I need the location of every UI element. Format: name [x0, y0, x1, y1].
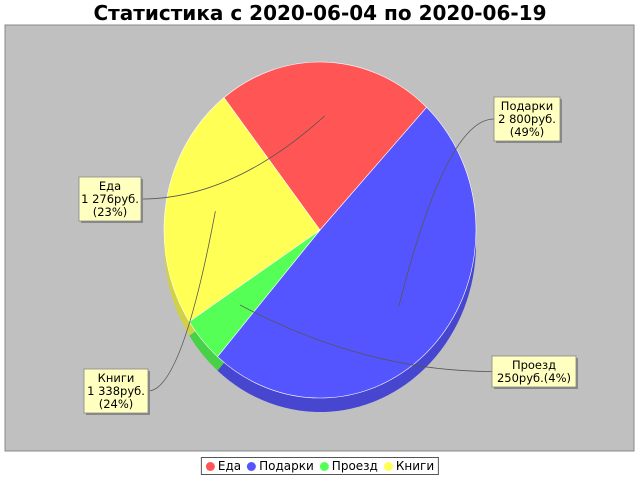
slice-4-leader [147, 211, 216, 392]
legend-swatch-2 [247, 461, 257, 471]
chart-legend: Еда Подарки Проезд Книги [200, 457, 440, 475]
legend-item-1: Еда [205, 459, 242, 473]
slice-2-leader [398, 118, 495, 307]
slice-2-label-box [493, 96, 561, 142]
slice-1 [223, 61, 428, 231]
slice-3-label-box [491, 355, 577, 388]
slice-2-label-line-2: 2 800руб. [498, 112, 556, 126]
legend-label-4: Книги [395, 459, 435, 473]
slice-1-label-line-2: 1 276руб. [81, 192, 139, 206]
slice-4-label-line-2: 1 338руб. [87, 384, 145, 398]
slice-2-label-line-3: (49%) [510, 125, 545, 139]
slice-2-label-line-1: Подарки [501, 99, 553, 113]
slice-3-leader [239, 304, 493, 372]
legend-label-2: Подарки [259, 459, 314, 473]
legend-label-1: Еда [217, 459, 242, 473]
slice-3-label-line-1: Проезд [512, 358, 556, 372]
slice-4 [163, 97, 321, 323]
legend-item-3: Проезд [319, 459, 378, 473]
legend-label-3: Проезд [331, 459, 378, 473]
legend-item-4: Книги [383, 459, 435, 473]
legend-item-2: Подарки [247, 459, 314, 473]
slice-1-label-box [78, 176, 142, 222]
slice-4-label-line-3: (24%) [99, 397, 134, 411]
slice-1-label-line-3: (23%) [93, 205, 128, 219]
slice-4-label-line-1: Книги [98, 371, 135, 385]
legend-swatch-4 [383, 461, 393, 471]
slice-1-leader [140, 115, 325, 200]
legend-swatch-3 [319, 461, 329, 471]
legend-swatch-1 [205, 461, 215, 471]
slice-3-label-line-2: 250руб.(4%) [497, 371, 571, 385]
chart-title: Статистика с 2020-06-04 по 2020-06-19 [93, 1, 547, 25]
slice-1-label-line-1: Еда [99, 179, 121, 193]
slice-4-label-box [83, 368, 149, 414]
